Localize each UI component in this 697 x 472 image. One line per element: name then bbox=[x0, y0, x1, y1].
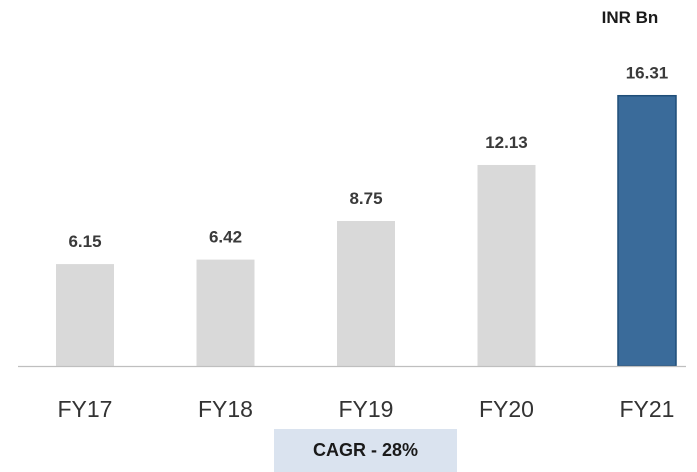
bars-layer bbox=[56, 94, 677, 367]
x-tick-label: FY18 bbox=[198, 396, 253, 422]
bar-fy17 bbox=[56, 264, 114, 366]
bar-value-label: 16.31 bbox=[626, 64, 669, 83]
bar-value-label: 12.13 bbox=[485, 133, 528, 152]
labels-layer: 6.15 FY17 6.42 FY18 8.75 FY19 12.13 FY20 16.31 FY… bbox=[58, 64, 675, 422]
bar-value-label: 8.75 bbox=[349, 189, 382, 208]
bar-fy18 bbox=[196, 259, 255, 366]
bar-fy21 bbox=[617, 94, 677, 367]
bar-fy20 bbox=[477, 164, 536, 366]
bar-value-label: 6.15 bbox=[68, 232, 101, 251]
x-tick-label: FY21 bbox=[620, 396, 675, 422]
bar-fy19 bbox=[337, 221, 395, 366]
bar-value-label: 6.42 bbox=[209, 228, 242, 247]
cagr-badge: CAGR - 28% bbox=[274, 429, 457, 472]
unit-label: INR Bn bbox=[601, 8, 659, 27]
x-tick-label: FY17 bbox=[58, 396, 113, 422]
x-tick-label: FY20 bbox=[479, 396, 534, 422]
x-tick-label: FY19 bbox=[339, 396, 394, 422]
